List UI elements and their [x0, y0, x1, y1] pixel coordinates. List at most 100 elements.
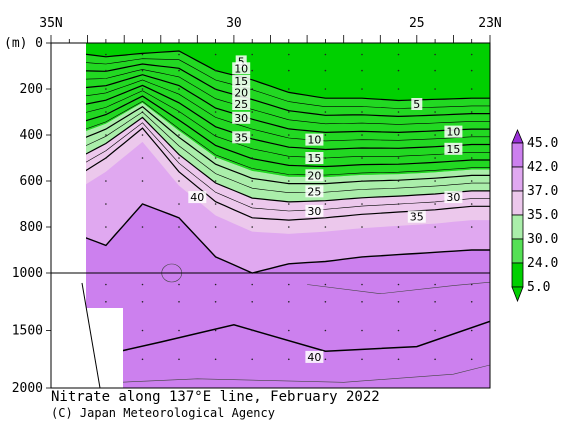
y-tick-label: 2000 [12, 381, 43, 396]
contour-label: 15 [307, 152, 321, 165]
contour-label-bg [232, 98, 251, 110]
sample-dot [178, 358, 180, 361]
sample-dot [214, 53, 217, 56]
fill-under-5 [51, 43, 490, 101]
sample-dot [251, 203, 253, 205]
contour-label-bg [235, 55, 247, 68]
x-tick-label: 25 [409, 16, 425, 31]
sample-dot [288, 134, 290, 136]
contour-line [51, 105, 490, 185]
sample-dot [288, 111, 290, 113]
sample-dot [141, 69, 144, 72]
contour-label-bg [407, 210, 426, 223]
sample-dot [324, 69, 327, 72]
sample-dot [288, 203, 290, 205]
sample-dot [397, 111, 400, 113]
sample-dot [470, 329, 473, 332]
contour-line [51, 122, 490, 212]
contour-label: 15 [234, 75, 248, 88]
contour-label-bg [305, 152, 324, 164]
sample-dot [105, 88, 107, 90]
contour-label-bg [232, 111, 251, 124]
sample-dot [361, 283, 363, 286]
sample-dot [470, 134, 473, 136]
sample-dot [324, 329, 327, 332]
colorbar-bottom-triangle [511, 286, 524, 303]
sample-dot [141, 134, 144, 136]
sample-dot [178, 157, 180, 159]
sample-dot [141, 203, 144, 205]
chart-title: Nitrate along 137°E line, February 2022 [51, 389, 380, 405]
sample-dot [105, 69, 107, 72]
colorbar: 45.0 42.0 37.0 35.0 30.0 24.0 5.0 [511, 128, 558, 303]
sample-dot [324, 283, 327, 286]
sample-dot [397, 134, 400, 136]
sample-dot [324, 53, 327, 56]
contour-label: 10 [446, 126, 460, 139]
no-data-mask [51, 43, 123, 388]
colorbar-label: 5.0 [527, 280, 550, 295]
sample-dot [251, 283, 253, 286]
sample-dot [141, 283, 144, 286]
sample-dot [434, 134, 436, 136]
y-tick-label: 1000 [12, 266, 43, 281]
y-tick-label: 800 [20, 220, 43, 235]
sample-dot [141, 88, 144, 90]
sample-dot [178, 283, 180, 286]
contour-deep-thin [69, 364, 490, 385]
sample-dot [251, 134, 253, 136]
colorbar-segment [511, 262, 524, 288]
sample-dot [288, 180, 290, 182]
colorbar-top-triangle [511, 128, 524, 144]
sample-dot [214, 134, 217, 136]
sample-dot [324, 358, 327, 361]
sample-dot [251, 69, 253, 72]
sample-dot [434, 358, 436, 361]
sample-dot [178, 69, 180, 72]
contour-line [51, 95, 490, 168]
sample-dot [397, 53, 400, 56]
sample-dot [324, 88, 327, 90]
contour-label: 20 [307, 169, 321, 182]
contour-label-bg [411, 98, 423, 110]
bottom-slope-line [81, 282, 101, 389]
sample-dot [141, 301, 144, 303]
contour-label-bg [305, 204, 324, 217]
contour-40-deep [69, 320, 490, 364]
sample-dot [470, 157, 473, 159]
sample-dot [361, 203, 363, 205]
bottom-topography-masks [51, 43, 123, 389]
colorbar-label: 37.0 [527, 184, 558, 199]
sample-dot [251, 157, 253, 159]
chart-credit: (C) Japan Meteorological Agency [51, 406, 275, 420]
sample-dot [141, 329, 144, 332]
contour-label: 30 [234, 112, 248, 125]
sample-dot [251, 226, 253, 228]
contour-label-bg [444, 142, 463, 155]
sample-dot [288, 329, 290, 332]
sample-dot [214, 358, 217, 361]
sample-dot [324, 301, 327, 303]
contour-line [51, 69, 490, 125]
sample-dot [214, 157, 217, 159]
contour-label-bg [305, 185, 324, 198]
contour-label: 30 [307, 205, 321, 218]
sample-dot [288, 53, 290, 56]
contour-label-bg [188, 191, 207, 204]
x-tick-label: 23N [478, 16, 501, 31]
sample-dot [141, 226, 144, 228]
contour-label-bg [444, 191, 463, 204]
sample-dot [324, 180, 327, 182]
sample-dot [214, 111, 217, 113]
y-tick-label: 0 [35, 36, 43, 51]
sample-dot [141, 180, 144, 182]
sample-dot [397, 329, 400, 332]
sample-dot [397, 180, 400, 182]
sample-dot [434, 283, 436, 286]
sample-dot [141, 53, 144, 56]
sample-dot [361, 329, 363, 332]
contour-label: 25 [234, 98, 248, 111]
sample-dot [288, 69, 290, 72]
sample-dot [105, 111, 107, 113]
